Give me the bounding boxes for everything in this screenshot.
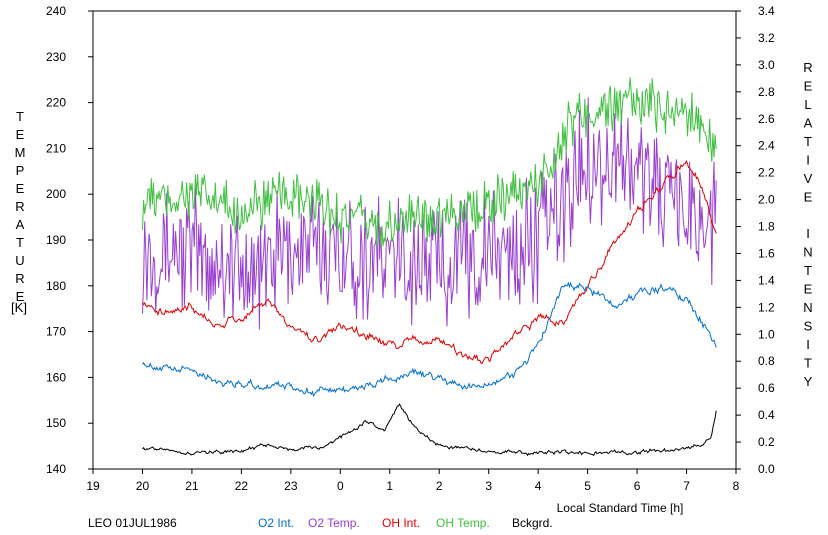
series-line-oh-temp xyxy=(142,77,717,249)
x-tick-label: 4 xyxy=(535,479,542,493)
x-tick-label: 2 xyxy=(436,479,443,493)
series-line-oh-int xyxy=(142,159,717,365)
y-right-tick-label: 2.8 xyxy=(758,85,775,99)
series-line-o2-temp xyxy=(142,97,717,330)
y-right-tick-label: 2.2 xyxy=(758,166,775,180)
x-tick-label: 7 xyxy=(683,479,690,493)
x-tick-label: 0 xyxy=(337,479,344,493)
y-right-tick-label: 2.4 xyxy=(758,139,775,153)
legend-oh-temp: OH Temp. xyxy=(436,516,490,530)
axis-title-letter: E xyxy=(804,190,813,205)
y-right-tick-label: 3.0 xyxy=(758,58,775,72)
axis-title-letter: I xyxy=(806,337,810,352)
x-tick-label: 22 xyxy=(235,479,249,493)
y-left-tick-label: 150 xyxy=(46,416,66,430)
axis-title-letter: E xyxy=(16,127,25,142)
axis-title-letter: E xyxy=(16,181,25,196)
axis-title-letter: I xyxy=(806,226,810,241)
y-left-tick-label: 200 xyxy=(46,187,66,201)
axis-title-letter: P xyxy=(16,163,25,178)
y-left-tick-label: 170 xyxy=(46,325,66,339)
axis-title-letter: S xyxy=(804,319,813,334)
axis-title-letter: E xyxy=(804,79,813,94)
y-right-tick-label: 0.4 xyxy=(758,408,775,422)
x-tick-label: 6 xyxy=(634,479,641,493)
axis-title-letter: R xyxy=(803,60,812,75)
legend: O2 Int. O2 Temp. OH Int. OH Temp. Bckgrd… xyxy=(258,516,553,530)
y-right-tick-label: 1.4 xyxy=(758,273,775,287)
y-right-tick-label: 0.8 xyxy=(758,354,775,368)
axis-title-letter: A xyxy=(16,217,25,232)
x-tick-label: 5 xyxy=(584,479,591,493)
x-tick-label: 8 xyxy=(733,479,740,493)
y-right-tick-label: 0.6 xyxy=(758,381,775,395)
y-left-tick-label: 210 xyxy=(46,141,66,155)
y-right-tick-label: 1.2 xyxy=(758,300,775,314)
legend-o2-int: O2 Int. xyxy=(258,516,294,530)
axis-title-letter: I xyxy=(806,153,810,168)
axis-title-letter: T xyxy=(16,235,24,250)
axis-title-letter: E xyxy=(16,289,25,304)
y-left-tick-label: 240 xyxy=(46,4,66,18)
y-right-tick-label: 3.4 xyxy=(758,4,775,18)
x-tick-label: 20 xyxy=(136,479,150,493)
axis-title-letter: R xyxy=(15,271,24,286)
legend-o2-temp: O2 Temp. xyxy=(308,516,360,530)
axes: 19 20 21 22 23 0 1 2 3 4 5 6 7 8140150160170180190200… xyxy=(46,4,775,493)
axis-title-letter: T xyxy=(804,356,812,371)
y-left-tick-label: 220 xyxy=(46,96,66,110)
x-tick-label: 23 xyxy=(284,479,298,493)
series-layer xyxy=(142,77,717,457)
axis-title-letter: N xyxy=(803,300,812,315)
x-tick-label: 3 xyxy=(485,479,492,493)
y-left-tick-label: 140 xyxy=(46,462,66,476)
chart-caption: LEO 01JUL1986 xyxy=(88,516,177,530)
axis-title-letter: M xyxy=(15,145,26,160)
axis-title-letter: T xyxy=(16,109,24,124)
axis-title-letter: T xyxy=(804,134,812,149)
axis-title-letter: V xyxy=(804,171,813,186)
series-line-o2-int xyxy=(142,281,717,398)
axis-title-letter: E xyxy=(804,282,813,297)
legend-bckgrd: Bckgrd. xyxy=(512,516,553,530)
x-tick-label: 21 xyxy=(185,479,199,493)
axis-title-letter: U xyxy=(15,253,24,268)
y-left-tick-label: 180 xyxy=(46,279,66,293)
x-tick-label: 1 xyxy=(386,479,393,493)
x-tick-label: 19 xyxy=(86,479,100,493)
y-right-tick-label: 3.2 xyxy=(758,31,775,45)
y-right-tick-label: 1.0 xyxy=(758,327,775,341)
y-right-tick-label: 0.0 xyxy=(758,462,775,476)
y-axis-unit-left: [K] xyxy=(11,300,27,315)
y-right-tick-label: 1.6 xyxy=(758,246,775,260)
y-right-tick-label: 2.0 xyxy=(758,193,775,207)
y-right-tick-label: 1.8 xyxy=(758,220,775,234)
y-left-tick-label: 230 xyxy=(46,50,66,64)
series-line-bckgrd xyxy=(142,403,717,457)
axis-title-letter: R xyxy=(15,199,24,214)
axis-title-letter: N xyxy=(803,245,812,260)
axis-title-letter: A xyxy=(804,116,813,131)
legend-oh-int: OH Int. xyxy=(382,516,420,530)
y-right-tick-label: 2.6 xyxy=(758,112,775,126)
y-left-tick-label: 190 xyxy=(46,233,66,247)
axis-title-letter: Y xyxy=(804,374,813,389)
y-right-tick-label: 0.2 xyxy=(758,435,775,449)
axis-title-letter: L xyxy=(804,97,811,112)
y-left-tick-label: 160 xyxy=(46,370,66,384)
x-axis-title: Local Standard Time [h] xyxy=(557,501,684,515)
axis-title-letter: T xyxy=(804,263,812,278)
